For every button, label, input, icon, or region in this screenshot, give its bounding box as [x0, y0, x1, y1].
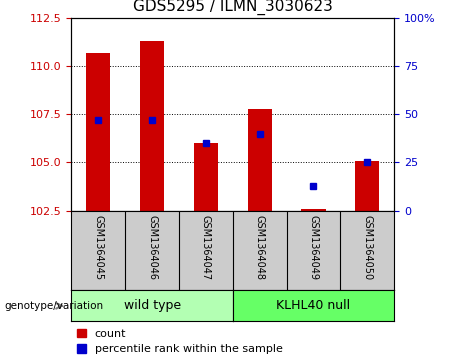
- Text: genotype/variation: genotype/variation: [5, 301, 104, 311]
- Text: GSM1364048: GSM1364048: [254, 215, 265, 280]
- Text: GSM1364045: GSM1364045: [93, 215, 103, 280]
- Bar: [86, 53, 111, 211]
- Text: KLHL40 null: KLHL40 null: [277, 299, 350, 312]
- Text: GSM1364047: GSM1364047: [201, 215, 211, 280]
- Text: wild type: wild type: [124, 299, 181, 312]
- Bar: [194, 143, 218, 211]
- Legend: count, percentile rank within the sample: count, percentile rank within the sample: [77, 329, 283, 354]
- Bar: [140, 41, 164, 211]
- Bar: [355, 160, 379, 211]
- Text: GSM1364050: GSM1364050: [362, 215, 372, 280]
- Title: GDS5295 / ILMN_3030623: GDS5295 / ILMN_3030623: [133, 0, 333, 15]
- Bar: [301, 209, 325, 211]
- Text: GSM1364049: GSM1364049: [308, 215, 319, 280]
- Text: GSM1364046: GSM1364046: [147, 215, 157, 280]
- Bar: [248, 109, 272, 211]
